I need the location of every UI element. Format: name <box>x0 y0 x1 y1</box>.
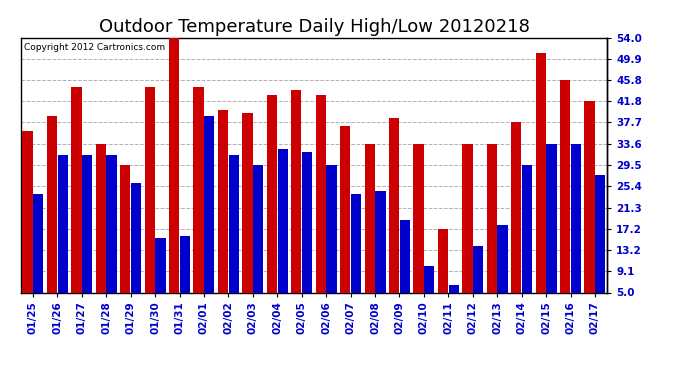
Bar <box>560 80 571 292</box>
Bar <box>267 95 277 292</box>
Bar <box>340 126 351 292</box>
Bar <box>448 285 459 292</box>
Bar <box>413 144 424 292</box>
Bar <box>47 116 57 292</box>
Bar <box>302 152 313 292</box>
Bar <box>145 87 155 292</box>
Bar <box>438 229 448 292</box>
Bar <box>277 149 288 292</box>
Bar <box>424 267 435 292</box>
Bar <box>71 87 81 292</box>
Bar <box>57 154 68 292</box>
Bar <box>595 176 606 292</box>
Bar <box>204 116 215 292</box>
Bar <box>228 154 239 292</box>
Bar <box>584 101 595 292</box>
Bar <box>82 154 92 292</box>
Bar <box>351 194 361 292</box>
Bar <box>497 225 508 292</box>
Bar <box>546 144 557 292</box>
Bar <box>389 118 400 292</box>
Bar <box>106 154 117 292</box>
Bar <box>218 110 228 292</box>
Title: Outdoor Temperature Daily High/Low 20120218: Outdoor Temperature Daily High/Low 20120… <box>99 18 529 36</box>
Bar <box>375 191 386 292</box>
Bar <box>511 122 522 292</box>
Bar <box>155 238 166 292</box>
Bar <box>462 144 473 292</box>
Text: Copyright 2012 Cartronics.com: Copyright 2012 Cartronics.com <box>23 43 165 52</box>
Bar <box>535 53 546 292</box>
Bar <box>33 194 43 292</box>
Bar <box>486 144 497 292</box>
Bar <box>522 165 532 292</box>
Bar <box>291 90 302 292</box>
Bar <box>22 131 32 292</box>
Bar <box>326 165 337 292</box>
Bar <box>253 165 264 292</box>
Bar <box>96 144 106 292</box>
Bar <box>242 113 253 292</box>
Bar <box>364 144 375 292</box>
Bar <box>120 165 130 292</box>
Bar <box>180 236 190 292</box>
Bar <box>131 183 141 292</box>
Bar <box>169 38 179 292</box>
Bar <box>473 246 483 292</box>
Bar <box>193 87 204 292</box>
Bar <box>400 220 410 292</box>
Bar <box>571 144 581 292</box>
Bar <box>315 95 326 292</box>
